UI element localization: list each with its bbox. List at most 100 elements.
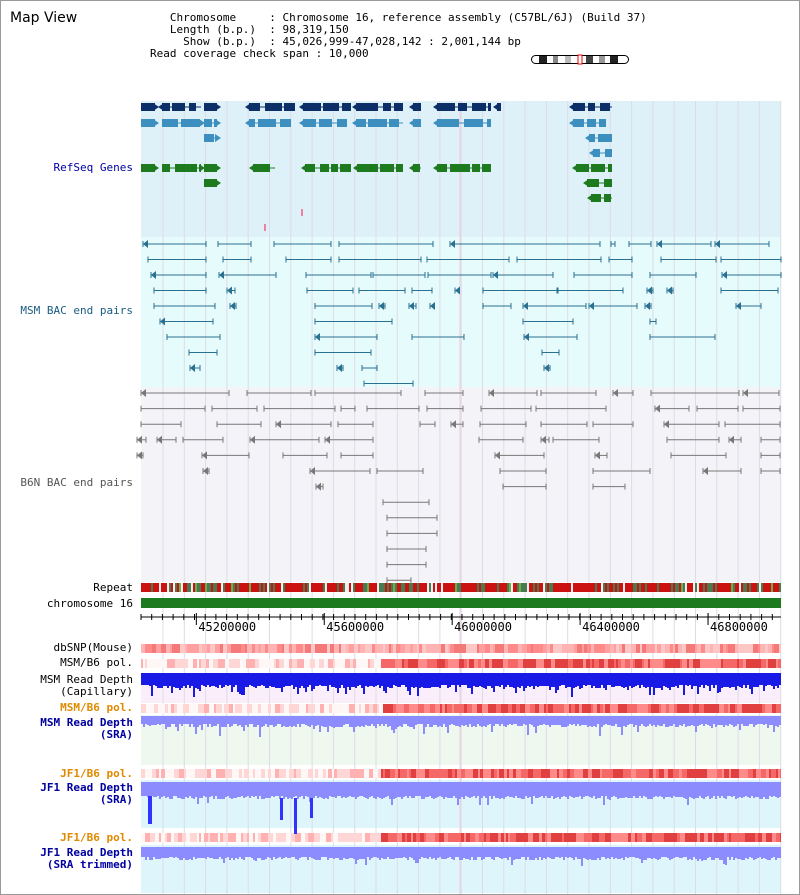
read-depth-bar	[505, 782, 507, 797]
chromosome-ideogram[interactable]	[531, 54, 631, 66]
repeat-block	[247, 583, 249, 592]
read-depth-bar	[655, 847, 657, 859]
repeat-block	[295, 583, 297, 592]
pol-heat-cell	[211, 769, 216, 778]
pol-heat-cell	[722, 769, 724, 778]
pol-heat-cell	[551, 659, 553, 668]
pol-heat-cell	[447, 704, 452, 713]
pol-heat-cell	[486, 833, 490, 842]
repeat-block	[355, 583, 357, 592]
read-depth-bar	[357, 673, 359, 686]
repeat-block	[569, 583, 571, 592]
read-depth-bar	[265, 782, 267, 798]
repeat-block	[291, 583, 293, 592]
read-depth-bar	[709, 847, 711, 857]
read-depth-bar	[577, 782, 579, 797]
pol-heat-cell	[420, 769, 425, 778]
read-depth-bar	[713, 782, 715, 796]
read-depth-bar	[641, 716, 643, 724]
pol-heat-cell	[289, 644, 292, 653]
repeat-block	[421, 583, 423, 592]
read-depth-bar	[737, 673, 739, 686]
repeat-block	[435, 583, 437, 592]
pol-heat-cell	[149, 659, 153, 668]
read-depth-bar	[337, 716, 339, 727]
pol-heat-cell	[153, 659, 158, 668]
read-depth-bar	[223, 716, 225, 727]
read-depth-bar	[295, 782, 297, 796]
pol-heat-cell	[475, 833, 479, 842]
read-depth-bar	[477, 847, 479, 857]
pol-heat-cell	[200, 769, 203, 778]
read-depth-bar	[565, 782, 567, 797]
read-depth-bar	[155, 716, 157, 725]
pol-heat-cell	[608, 659, 611, 668]
pol-heat-cell	[364, 769, 369, 778]
pol-heat-cell	[768, 644, 772, 653]
pol-heat-cell	[159, 833, 161, 842]
read-depth-bar	[253, 716, 255, 727]
read-depth-bar	[557, 716, 559, 725]
read-depth-bar	[529, 716, 531, 724]
b6n-bac-end-marker	[495, 451, 500, 460]
repeat-block	[649, 583, 651, 592]
read-depth-bar	[723, 847, 725, 864]
read-depth-bar	[675, 673, 677, 686]
pol-heat-cell	[591, 644, 594, 653]
pol-heat-cell	[435, 704, 440, 713]
read-depth-bar	[397, 782, 399, 797]
read-depth-bar	[195, 782, 197, 797]
read-depth-bar	[441, 782, 443, 797]
read-depth-bar	[309, 782, 311, 802]
msm-bac-end-marker	[645, 302, 650, 310]
gene-exon	[284, 103, 295, 111]
pol-heat-cell	[483, 769, 486, 778]
read-depth-bar	[323, 716, 325, 727]
read-depth-bar	[649, 782, 651, 799]
read-depth-bar	[763, 847, 765, 858]
read-depth-bar	[299, 782, 301, 797]
read-depth-bar	[295, 716, 297, 727]
pol-heat-cell	[689, 659, 693, 668]
read-depth-bar	[369, 673, 371, 686]
read-depth-bar	[689, 847, 691, 859]
read-depth-bar	[319, 782, 321, 797]
pol-heat-cell	[279, 769, 282, 778]
gene-strand-arrow	[589, 149, 595, 157]
pol-heat-cell	[234, 769, 239, 778]
pol-heat-cell	[655, 833, 660, 842]
pol-heat-cell	[315, 644, 318, 653]
read-depth-bar	[281, 847, 283, 859]
read-depth-bar	[447, 847, 449, 858]
read-depth-bar	[183, 716, 185, 724]
repeat-block	[357, 583, 359, 592]
pol-heat-cell	[257, 769, 261, 778]
read-depth-bar	[647, 716, 649, 726]
gene-strand-arrow	[299, 119, 305, 127]
pol-heat-cell	[275, 704, 280, 713]
read-depth-bar	[725, 847, 727, 865]
pol-heat-cell	[533, 644, 538, 653]
read-depth-bar	[359, 782, 361, 796]
read-depth-bar	[721, 716, 723, 725]
pol-heat-cell	[155, 833, 159, 842]
read-depth-bar	[453, 716, 455, 725]
repeat-block	[695, 583, 697, 592]
pol-heat-cell	[601, 659, 604, 668]
read-depth-bar	[593, 673, 595, 686]
pol-heat-cell	[228, 833, 232, 842]
read-depth-bar	[585, 782, 587, 796]
gene-strand-arrow	[158, 103, 164, 111]
read-depth-bar	[603, 847, 605, 857]
pol-heat-cell	[411, 833, 413, 842]
pol-heat-cell	[621, 659, 623, 668]
pol-heat-cell	[369, 769, 373, 778]
pol-heat-cell	[550, 769, 553, 778]
read-depth-bar	[163, 782, 165, 796]
read-depth-bar	[253, 847, 255, 860]
repeat-block	[757, 583, 759, 592]
read-depth-bar	[235, 716, 237, 724]
read-depth-bar	[195, 673, 197, 688]
read-depth-bar	[217, 716, 219, 724]
